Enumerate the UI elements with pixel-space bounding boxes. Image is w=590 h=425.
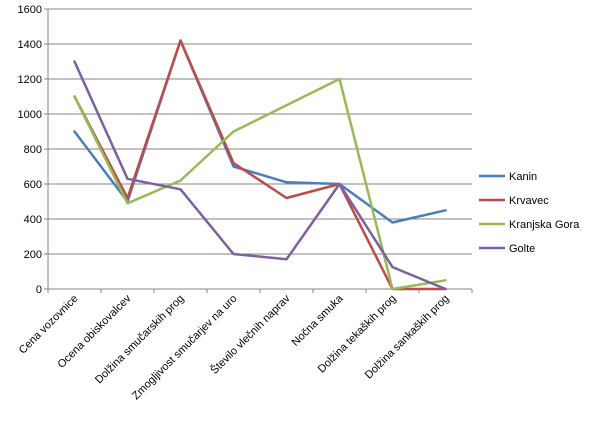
y-tick-label: 1400	[18, 39, 42, 51]
y-axis: 0 200 400 600 800 1000 1200 1400 1600	[18, 4, 49, 296]
legend-label: Kanin	[509, 171, 537, 183]
legend-item: Kanin	[479, 171, 537, 183]
y-tick-label: 1600	[18, 4, 42, 16]
legend-label: Golte	[509, 243, 535, 255]
y-tick-label: 1200	[18, 74, 42, 86]
series-line-kanin	[73, 39, 447, 224]
legend: Kanin Krvavec Kranjska Gora Golte	[479, 171, 580, 255]
y-tick-label: 1000	[18, 109, 42, 121]
legend-item: Kranjska Gora	[479, 219, 580, 231]
legend-label: Kranjska Gora	[509, 219, 580, 231]
y-tick-label: 600	[24, 179, 42, 191]
y-tick-label: 400	[24, 214, 42, 226]
legend-item: Krvavec	[479, 195, 549, 207]
series-lines	[73, 39, 447, 291]
y-tick-label: 0	[36, 284, 42, 296]
series-line-golte	[73, 60, 447, 291]
y-tick-label: 200	[24, 249, 42, 261]
x-tick-label: Zmogljivost smučarjev na uro	[130, 293, 240, 403]
legend-label: Krvavec	[509, 195, 549, 207]
legend-item: Golte	[479, 243, 535, 255]
y-tick-label: 800	[24, 144, 42, 156]
gridlines	[48, 8, 472, 255]
x-tick-label: Nočna smuka	[290, 292, 347, 349]
series-line-krvavec	[73, 39, 447, 291]
x-tick-label: Dolžina smučarskih prog	[93, 293, 187, 387]
